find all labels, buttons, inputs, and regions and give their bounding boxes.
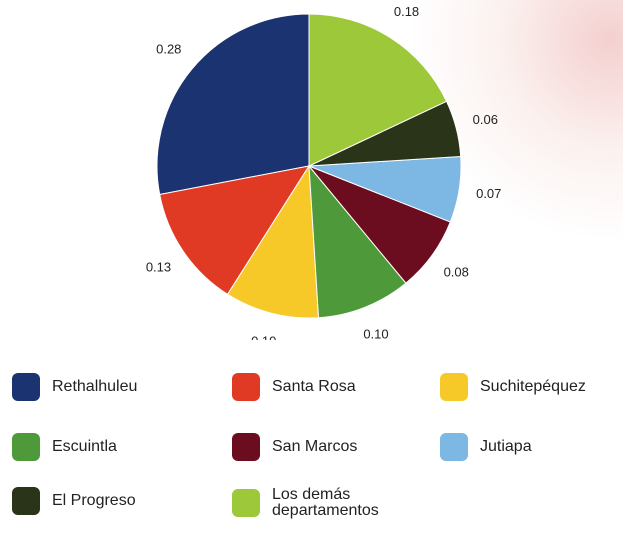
legend-label: San Marcos xyxy=(272,439,402,455)
data-label: 0.28 xyxy=(156,41,181,56)
data-label: 0.06 xyxy=(473,112,498,127)
legend-swatch xyxy=(12,373,40,401)
legend-label: Suchitepéquez xyxy=(480,379,610,395)
legend-item: Suchitepéquez xyxy=(440,373,610,401)
chart: 0.28 0.13 0.10 0.10 0.08 0.07 0.06 0.18 xyxy=(0,0,623,340)
legend-swatch xyxy=(232,489,260,517)
legend-label: Escuintla xyxy=(52,439,182,455)
legend-label: Rethalhuleu xyxy=(52,379,182,395)
data-label: 0.13 xyxy=(146,260,171,275)
data-label: 0.08 xyxy=(444,264,469,279)
legend-item: Los demás departamentos xyxy=(232,487,402,519)
page: 0.28 0.13 0.10 0.10 0.08 0.07 0.06 0.18 Rethalh… xyxy=(0,0,623,535)
legend-label: Santa Rosa xyxy=(272,379,402,395)
legend-swatch xyxy=(440,373,468,401)
data-label: 0.07 xyxy=(476,186,501,201)
legend-swatch xyxy=(12,487,40,515)
legend-swatch xyxy=(440,433,468,461)
data-label: 0.18 xyxy=(394,4,419,19)
legend-item: Rethalhuleu xyxy=(12,373,182,401)
legend-label: Los demás departamentos xyxy=(272,487,402,519)
legend-item: San Marcos xyxy=(232,433,402,461)
legend-label: El Progreso xyxy=(52,493,182,509)
legend-swatch xyxy=(12,433,40,461)
data-label: 0.10 xyxy=(363,327,388,340)
legend-item: Santa Rosa xyxy=(232,373,402,401)
legend-swatch xyxy=(232,433,260,461)
legend-swatch xyxy=(232,373,260,401)
legend-item: El Progreso xyxy=(12,487,182,515)
legend-item: Escuintla xyxy=(12,433,182,461)
data-label: 0.10 xyxy=(251,334,276,340)
legend-label: Jutiapa xyxy=(480,439,610,455)
legend-item: Jutiapa xyxy=(440,433,610,461)
